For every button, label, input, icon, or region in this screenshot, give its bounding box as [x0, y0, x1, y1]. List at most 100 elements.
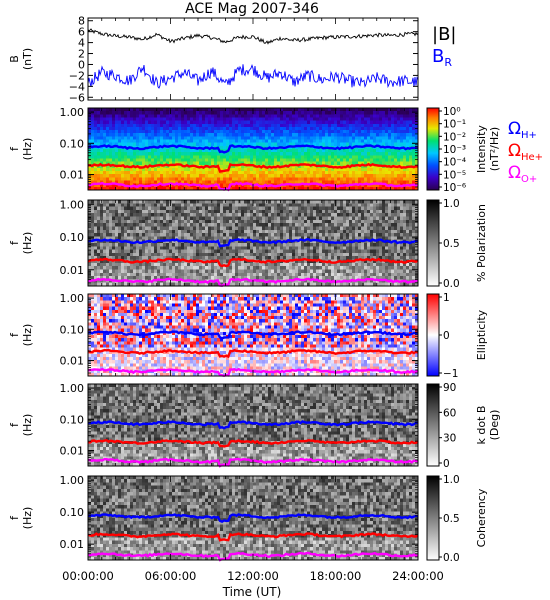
x-axis-label: Time (UT): [222, 585, 282, 599]
colorbar-label: k dot B: [475, 406, 488, 445]
figure-title: ACE Mag 2007-346: [185, 1, 319, 17]
colorbar-tick-label: 10⁻⁵: [443, 169, 466, 181]
colorbar-intensity: [426, 107, 440, 191]
y-tick-label: 0.10: [60, 506, 85, 519]
colorbar-label: % Polarization: [475, 204, 488, 282]
gyrofrequency-line: [87, 532, 419, 542]
y-tick-label: −4: [69, 80, 85, 93]
y-axis-label: (nT): [21, 48, 34, 70]
y-tick-label: 1.00: [60, 292, 85, 305]
y-axis-label: (Hz): [21, 138, 34, 161]
y-axis-label: (Hz): [21, 324, 34, 347]
y-tick-label: −2: [69, 69, 85, 82]
y-axis-label: f: [8, 422, 21, 427]
y-tick-label: 0.01: [60, 445, 85, 458]
y-tick-label: 4: [78, 37, 85, 50]
colorbar-tick-label: 10⁰: [443, 106, 461, 118]
x-tick-label: 00:00:00: [62, 569, 114, 583]
y-tick-label: 0.10: [60, 323, 85, 336]
series-line-br: [87, 64, 419, 89]
colorbar-tick-label: 10⁻⁶: [443, 182, 466, 194]
gyrofrequency-line: [87, 238, 419, 248]
colorbar-ellipticity: [426, 293, 440, 377]
gyrofrequency-line: [87, 513, 419, 524]
y-tick-label: 0.01: [60, 355, 85, 368]
y-tick-label: 1.00: [60, 382, 85, 395]
panel-coherency: f (Hz) 1.00 0.10 0.01 1.0 0.5 0.0 Coherency: [8, 474, 488, 564]
y-tick-label: −6: [69, 91, 85, 104]
colorbar-tick-label: 10⁻³: [443, 144, 466, 156]
time-axis: 00:00:00 06:00:00 12:00:00 18:00:00 24:00:00: [62, 569, 444, 583]
gyrofrequency-legend-entry: ΩO+: [508, 163, 537, 185]
colorbar-tick-label: 30: [443, 433, 456, 445]
colorbar-tick-label: 10⁻²: [443, 131, 466, 143]
heatmap-ellipticity: [88, 294, 419, 377]
gyrofrequency-line: [87, 348, 419, 359]
x-tick-label: 18:00:00: [310, 569, 362, 583]
colorbar-label: Coherency: [475, 488, 488, 547]
y-tick-label: 0.10: [60, 413, 85, 426]
gyrofrequency-line: [87, 330, 419, 340]
y-tick-label: 1.00: [60, 198, 85, 211]
colorbar-tick-label: 0.0: [443, 278, 460, 290]
y-axis-label: (Hz): [21, 232, 34, 255]
y-axis-label: f: [8, 515, 21, 520]
gyrofrequency-line: [87, 420, 419, 430]
y-tick-label: 1.00: [60, 474, 85, 487]
heatmap-polarization: [88, 200, 419, 287]
y-axis-label: (Hz): [21, 507, 34, 530]
y-axis-label: f: [8, 240, 21, 245]
colorbar-label: Intensity: [475, 125, 488, 173]
x-tick-label: 24:00:00: [392, 569, 444, 583]
panel-intensity: f (Hz) 1.00 0.10 0.01 10⁰10⁻¹10⁻²10⁻³10⁻⁴10⁻⁵…: [8, 106, 543, 194]
panel-polarization: f (Hz) 1.00 0.10 0.01 1.0 0.5 0.0 % Polarization: [8, 198, 488, 290]
y-axis-label: f: [8, 146, 21, 151]
colorbar-tick-label: 60: [443, 407, 456, 419]
colorbar-tick-label: 0.0: [443, 552, 460, 564]
gyrofrequency-legend-entry: ΩH+: [508, 119, 537, 141]
y-tick-label: 8: [78, 15, 85, 28]
colorbar-label: (Deg): [488, 410, 501, 441]
y-tick-label: 0: [78, 58, 85, 71]
colorbar-tick-label: 0.5: [443, 238, 460, 250]
colorbar-kdotb: [426, 383, 440, 467]
legend-entry: BR: [432, 46, 452, 69]
panel-ellipticity: f (Hz) 1.00 0.10 0.01 1 0 −1 Ellipticity: [8, 292, 488, 380]
colorbar-tick-label: 10⁻¹: [443, 119, 466, 131]
x-tick-label: 12:00:00: [227, 569, 279, 583]
colorbar-polarization: [426, 199, 440, 287]
y-axis-label: B: [8, 55, 21, 63]
y-tick-label: 2: [78, 48, 85, 61]
y-tick-label: 1.00: [60, 106, 85, 119]
colorbar-tick-label: −1: [443, 368, 458, 380]
y-tick-label: 0.10: [60, 137, 85, 150]
series-line-b: [87, 28, 419, 45]
colorbar-tick-label: 1.0: [443, 198, 460, 210]
x-tick-label: 06:00:00: [145, 569, 197, 583]
colorbar-tick-label: 90: [443, 382, 456, 394]
y-tick-label: 6: [78, 26, 85, 39]
colorbar-tick-label: 10⁻⁴: [443, 157, 466, 169]
colorbar-tick-label: 0: [443, 458, 450, 470]
y-axis-label: (Hz): [21, 414, 34, 437]
gyrofrequency-line: [87, 257, 419, 268]
gyrofrequency-line: [88, 438, 419, 448]
y-tick-label: 0.01: [60, 538, 85, 551]
y-tick-label: 0.01: [60, 169, 85, 182]
heatmap-kdotb: [88, 384, 419, 467]
y-axis-label: f: [8, 332, 21, 337]
colorbar-label: (nT²/Hz): [488, 127, 501, 171]
gyrofrequency-line: [87, 144, 419, 154]
gyrofrequency-line: [87, 162, 419, 173]
colorbar-label: Ellipticity: [475, 309, 488, 360]
colorbar-coherency: [426, 475, 440, 561]
gyrofrequency-legend-entry: ΩHe+: [508, 141, 543, 163]
y-tick-label: 0.10: [60, 231, 85, 244]
panel-kdotb: f (Hz) 1.00 0.10 0.01 90 60 30 0 k dot B (Deg): [8, 382, 501, 470]
colorbar-tick-label: 1: [443, 292, 450, 304]
colorbar-tick-label: 0.5: [443, 513, 460, 525]
heatmap-coherency: [88, 476, 419, 561]
